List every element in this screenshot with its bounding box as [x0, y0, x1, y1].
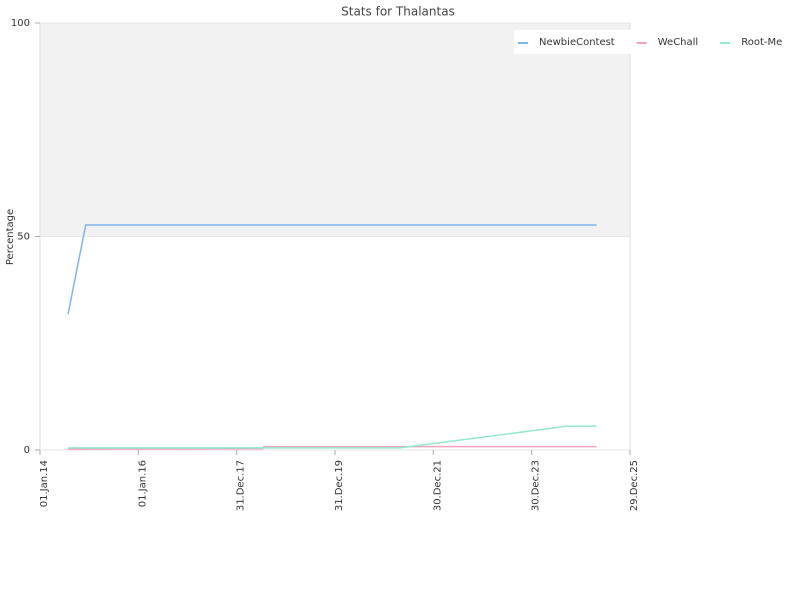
plot-band	[40, 23, 630, 237]
x-tick-label: 31.Dec.19	[334, 460, 345, 511]
x-tick-label: 31.Dec.17	[236, 460, 247, 511]
y-tick-label: 0	[24, 445, 30, 456]
legend-label: NewbieContest	[539, 37, 615, 48]
y-axis-label: Percentage	[5, 209, 16, 265]
series-line	[68, 425, 597, 449]
y-tick-label: 100	[11, 18, 30, 29]
x-tick-label: 29.Dec.25	[629, 460, 640, 511]
legend-label: Root-Me	[741, 37, 782, 48]
y-tick-label: 50	[17, 232, 30, 243]
x-tick-label: 01.Jan.16	[137, 460, 148, 507]
series-line	[67, 224, 597, 315]
legend-label: WeChall	[658, 37, 698, 48]
chart-title: Stats for Thalantas	[341, 5, 455, 19]
x-tick-label: 01.Jan.14	[39, 460, 50, 507]
x-tick-label: 30.Dec.21	[432, 460, 443, 511]
legend: NewbieContest WeChall Root-Me	[514, 30, 800, 54]
legend-box	[514, 30, 800, 54]
x-tick-label: 30.Dec.23	[531, 460, 542, 511]
